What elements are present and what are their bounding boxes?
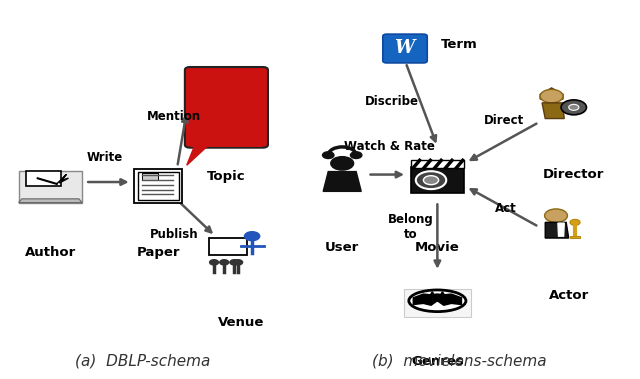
Text: Act: Act [495, 202, 516, 215]
FancyBboxPatch shape [209, 238, 247, 255]
Text: Discribe: Discribe [365, 96, 419, 108]
FancyBboxPatch shape [141, 173, 157, 180]
Text: Term: Term [440, 38, 477, 51]
Polygon shape [323, 172, 361, 191]
Text: Actor: Actor [548, 290, 589, 302]
Text: Movie: Movie [415, 241, 460, 254]
Polygon shape [558, 223, 564, 236]
Circle shape [569, 104, 579, 110]
Text: Author: Author [25, 246, 76, 260]
FancyBboxPatch shape [185, 67, 268, 148]
Ellipse shape [431, 294, 443, 300]
Polygon shape [542, 103, 564, 119]
Text: User: User [325, 241, 359, 254]
FancyBboxPatch shape [411, 167, 464, 193]
Polygon shape [545, 222, 569, 238]
Text: Write: Write [86, 152, 122, 164]
Circle shape [331, 157, 354, 170]
Text: Director: Director [543, 168, 604, 181]
Text: (b)  movielens-schema: (b) movielens-schema [372, 354, 547, 369]
Circle shape [416, 171, 446, 189]
Polygon shape [19, 199, 82, 202]
Circle shape [545, 209, 568, 222]
Text: W: W [394, 39, 415, 57]
Circle shape [244, 232, 260, 241]
Text: Belong
to: Belong to [388, 213, 434, 241]
Text: Direct: Direct [484, 114, 524, 127]
Circle shape [540, 89, 563, 103]
Text: Genres: Genres [411, 355, 464, 368]
FancyBboxPatch shape [138, 172, 179, 200]
Polygon shape [413, 294, 461, 305]
Text: Paper: Paper [136, 246, 180, 260]
FancyBboxPatch shape [26, 171, 61, 186]
Circle shape [230, 260, 239, 265]
FancyBboxPatch shape [411, 160, 464, 168]
Circle shape [220, 260, 228, 265]
FancyBboxPatch shape [134, 169, 182, 202]
Circle shape [561, 100, 586, 115]
Polygon shape [440, 292, 444, 295]
Text: Mention: Mention [147, 110, 201, 124]
Text: Publish: Publish [150, 228, 198, 241]
Text: Topic: Topic [207, 170, 246, 183]
Circle shape [323, 152, 334, 158]
FancyBboxPatch shape [570, 236, 580, 238]
Text: Watch & Rate: Watch & Rate [344, 140, 435, 153]
Circle shape [210, 260, 218, 265]
Circle shape [570, 219, 580, 226]
Polygon shape [540, 88, 563, 99]
FancyBboxPatch shape [19, 171, 82, 202]
FancyBboxPatch shape [404, 289, 471, 317]
FancyBboxPatch shape [191, 142, 262, 147]
Ellipse shape [409, 290, 466, 312]
Polygon shape [430, 292, 434, 295]
Text: Venue: Venue [218, 316, 264, 329]
Polygon shape [187, 145, 209, 165]
Circle shape [234, 260, 243, 265]
FancyBboxPatch shape [383, 34, 428, 63]
Circle shape [424, 176, 438, 185]
Circle shape [351, 152, 362, 158]
Text: (a)  DBLP-schema: (a) DBLP-schema [75, 354, 210, 369]
